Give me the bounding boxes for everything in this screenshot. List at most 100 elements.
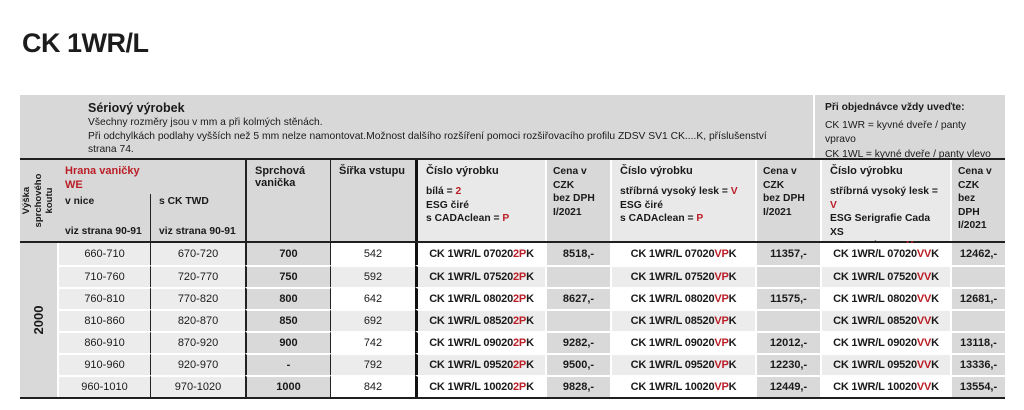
legend-glass-text: ESG Serigrafie Cada XS xyxy=(830,213,931,238)
cell-tray-size: - xyxy=(245,353,330,375)
header-col-price-2: Cena v CZK bez DPH I/2021 xyxy=(755,160,820,241)
code-suffix: K xyxy=(526,381,534,393)
cell-niche-range: 910-960 xyxy=(57,353,150,375)
code-prefix: CK 1WR/L 08020 xyxy=(429,293,513,305)
cell-niche-range: 960-1010 xyxy=(57,375,150,397)
header-col-product-white: Číslo výrobku bílá = 2 ESG čiré s CADAcl… xyxy=(415,160,545,241)
cell-entry-width: 692 xyxy=(330,309,415,331)
code-prefix: CK 1WR/L 09020 xyxy=(833,337,917,349)
cell-tray-size: 900 xyxy=(245,331,330,353)
header-col-product-silver: Číslo výrobku stříbrná vysoký lesk = V E… xyxy=(610,160,755,241)
code-red-part: VP xyxy=(714,359,729,371)
price-header-line3: I/2021 xyxy=(958,220,987,232)
table-header-row: Výška sprchového koutu Hrana vaničky WE … xyxy=(20,158,1005,251)
code-red-part: VV xyxy=(916,248,932,260)
cell-product-code-silver: CK 1WR/L 10020 VP K xyxy=(610,375,755,397)
header-tray-edge-group: Hrana vaničky WE v nice viz strana 90-91… xyxy=(57,160,245,241)
cell-product-code-silver: CK 1WR/L 07020 VP K xyxy=(610,243,755,265)
code-prefix: CK 1WR/L 09520 xyxy=(833,359,917,371)
code-red-part: 2P xyxy=(513,248,527,260)
price-header-line2: bez DPH xyxy=(553,193,595,205)
cell-product-code-serigraphy: CK 1WR/L 07020 VV K xyxy=(820,243,950,265)
code-prefix: CK 1WR/L 08020 xyxy=(833,293,917,305)
table-body-grid: 660-710 670-720 700 542 CK 1WR/L 07020 2… xyxy=(57,243,1005,397)
cell-price-serigraphy xyxy=(950,265,1005,287)
cell-tray-size: 1000 xyxy=(245,375,330,397)
table-body: 2000 660-710 670-720 700 542 CK 1WR/L 07… xyxy=(20,243,1005,399)
code-prefix: CK 1WR/L 10020 xyxy=(429,381,513,393)
variant-legend-silver: stříbrná vysoký lesk = V ESG čiré s CADA… xyxy=(620,185,747,226)
code-prefix: CK 1WR/L 10020 xyxy=(630,381,715,393)
cell-product-code-serigraphy: CK 1WR/L 07520 VV K xyxy=(820,265,950,287)
tray-edge-title: Hrana vaničky WE xyxy=(57,160,245,194)
cell-price-serigraphy: 13336,- xyxy=(950,353,1005,375)
header-col-shower-tray: Sprchová vanička xyxy=(245,160,330,241)
cell-product-code-serigraphy: CK 1WR/L 08020 VV K xyxy=(820,287,950,309)
code-suffix: K xyxy=(728,337,737,349)
code-red-part: VP xyxy=(714,248,729,260)
height-value: 2000 xyxy=(31,305,46,335)
product-number-label: Číslo výrobku xyxy=(426,165,499,177)
code-suffix: K xyxy=(931,293,939,305)
code-red-part: VP xyxy=(714,271,729,283)
legend-color-text: stříbrná vysoký lesk = xyxy=(620,186,731,197)
cell-entry-width: 742 xyxy=(330,331,415,353)
price-header-line1: Cena v CZK xyxy=(553,166,587,191)
code-red-part: 2P xyxy=(513,359,527,371)
cell-product-code-serigraphy: CK 1WR/L 09020 VV K xyxy=(820,331,950,353)
code-suffix: K xyxy=(728,248,737,260)
code-suffix: K xyxy=(931,359,939,371)
code-red-part: VP xyxy=(714,293,729,305)
code-prefix: CK 1WR/L 07520 xyxy=(630,271,715,283)
cell-price-silver xyxy=(755,265,820,287)
catalog-table: Sériový výrobek Všechny rozměry jsou v m… xyxy=(20,95,1005,399)
code-red-part: VV xyxy=(916,337,932,349)
cell-product-code-silver: CK 1WR/L 08020 VP K xyxy=(610,287,755,309)
cell-price-serigraphy: 12681,- xyxy=(950,287,1005,309)
product-number-label: Číslo výrobku xyxy=(620,165,693,177)
legend-cada-code: P xyxy=(502,213,510,225)
note-line-dimensions: Všechny rozměry jsou v mm a při kolmých … xyxy=(88,117,323,128)
code-suffix: K xyxy=(526,315,534,327)
cell-twd-range: 820-870 xyxy=(150,309,245,331)
cell-twd-range: 670-720 xyxy=(150,243,245,265)
cell-niche-range: 760-810 xyxy=(57,287,150,309)
code-red-part: VP xyxy=(714,381,729,393)
price-header-line3: I/2021 xyxy=(553,206,582,218)
tray-edge-title-text: Hrana vaničky xyxy=(65,165,140,177)
code-prefix: CK 1WR/L 08520 xyxy=(429,315,513,327)
code-prefix: CK 1WR/L 09520 xyxy=(429,359,513,371)
cell-price-white: 8518,- xyxy=(545,243,610,265)
code-prefix: CK 1WR/L 09520 xyxy=(630,359,715,371)
order-note-right-hinge: CK 1WR = kyvné dveře / panty vpravo xyxy=(825,120,967,146)
code-red-part: VP xyxy=(714,315,729,327)
note-line-extension: Při odchylkách podlahy vyšších než 5 mm … xyxy=(88,130,767,142)
header-height-column: Výška sprchového koutu xyxy=(20,160,57,241)
cell-tray-size: 750 xyxy=(245,265,330,287)
height-label-line2: sprchového koutu xyxy=(32,173,56,228)
cell-product-code-white: CK 1WR/L 08020 2P K xyxy=(415,287,545,309)
cell-product-code-silver: CK 1WR/L 09020 VP K xyxy=(610,331,755,353)
cell-product-code-white: CK 1WR/L 07520 2P K xyxy=(415,265,545,287)
cell-product-code-serigraphy: CK 1WR/L 09520 VV K xyxy=(820,353,950,375)
height-label-line1: Výška xyxy=(21,186,33,215)
code-suffix: K xyxy=(728,293,737,305)
cell-niche-range: 860-910 xyxy=(57,331,150,353)
code-prefix: CK 1WR/L 09020 xyxy=(630,337,715,349)
price-header-line3: I/2021 xyxy=(763,206,792,218)
cell-twd-range: 970-1020 xyxy=(150,375,245,397)
code-red-part: 2P xyxy=(513,315,527,327)
code-suffix: K xyxy=(728,271,737,283)
cell-entry-width: 792 xyxy=(330,353,415,375)
cell-price-silver xyxy=(755,309,820,331)
series-product-title: Sériový výrobek xyxy=(88,101,185,115)
cell-price-white xyxy=(545,265,610,287)
legend-color-text: bílá = xyxy=(426,186,456,197)
code-suffix: K xyxy=(526,337,534,349)
legend-glass-text: ESG čiré xyxy=(620,199,663,211)
height-value-cell: 2000 xyxy=(20,243,57,397)
code-suffix: K xyxy=(931,315,939,327)
code-red-part: VV xyxy=(916,359,932,371)
niche-label: v nice xyxy=(65,196,95,207)
code-suffix: K xyxy=(526,293,534,305)
